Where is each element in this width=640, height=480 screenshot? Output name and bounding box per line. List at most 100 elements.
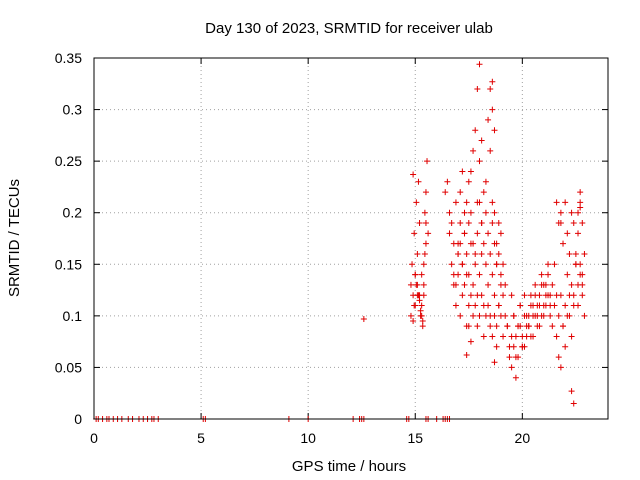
data-point — [495, 250, 502, 257]
data-point — [560, 323, 567, 330]
data-point — [570, 400, 577, 407]
data-point — [547, 312, 554, 319]
data-point — [467, 292, 474, 299]
data-point — [459, 261, 466, 268]
data-point — [480, 333, 487, 340]
data-point — [476, 61, 483, 68]
data-point — [577, 189, 584, 196]
data-point — [568, 388, 575, 395]
data-point — [457, 220, 464, 227]
data-point — [411, 230, 418, 237]
data-point — [579, 271, 586, 278]
data-point — [465, 220, 472, 227]
data-point — [459, 292, 466, 299]
data-point — [425, 230, 432, 237]
data-point — [470, 281, 477, 288]
data-point — [450, 240, 457, 247]
data-point — [581, 312, 588, 319]
data-point — [553, 199, 560, 206]
data-point — [485, 116, 492, 123]
data-point — [470, 240, 477, 247]
data-point — [491, 312, 498, 319]
data-point — [422, 189, 429, 196]
data-point — [410, 318, 417, 325]
data-point — [495, 302, 502, 309]
data-point — [461, 209, 468, 216]
plot-frame — [93, 57, 609, 420]
data-point — [568, 209, 575, 216]
data-point — [530, 302, 537, 309]
data-point — [568, 333, 575, 340]
data-point — [500, 292, 507, 299]
data-point — [420, 292, 427, 299]
data-point — [465, 302, 472, 309]
data-point — [562, 199, 569, 206]
data-point — [555, 220, 562, 227]
data-point — [525, 312, 532, 319]
data-point — [415, 178, 422, 185]
data-point — [360, 315, 367, 322]
data-point — [566, 292, 573, 299]
data-point — [532, 281, 539, 288]
data-point — [512, 333, 519, 340]
data-point — [564, 271, 571, 278]
data-point — [493, 261, 500, 268]
chart-title: Day 130 of 2023, SRMTID for receiver ula… — [205, 20, 493, 37]
data-point — [452, 199, 459, 206]
data-point — [500, 333, 507, 340]
x-tick-label: 5 — [197, 430, 205, 446]
data-point — [478, 292, 485, 299]
data-point — [424, 158, 431, 165]
x-axis-label: GPS time / hours — [292, 458, 406, 475]
data-point — [568, 281, 575, 288]
data-point — [411, 302, 418, 309]
data-point — [419, 318, 426, 325]
data-point — [419, 323, 426, 330]
data-point — [564, 230, 571, 237]
data-point — [536, 292, 543, 299]
data-point — [551, 261, 558, 268]
data-point — [510, 312, 517, 319]
data-point — [415, 292, 422, 299]
data-point — [463, 352, 470, 359]
x-tick-label: 10 — [300, 430, 316, 446]
data-point — [418, 312, 425, 319]
data-point — [575, 230, 582, 237]
data-point — [476, 271, 483, 278]
data-point — [470, 312, 477, 319]
data-point — [489, 271, 496, 278]
grid — [94, 58, 608, 419]
y-tick-label: 0 — [74, 411, 82, 427]
data-point — [517, 302, 524, 309]
data-point — [555, 312, 562, 319]
data-point — [450, 281, 457, 288]
data-point — [416, 297, 423, 304]
data-point — [572, 261, 579, 268]
data-point — [508, 292, 515, 299]
data-point — [497, 312, 504, 319]
data-point — [461, 230, 468, 237]
data-point — [545, 271, 552, 278]
data-point — [487, 85, 494, 92]
data-point — [577, 204, 584, 211]
data-point — [485, 281, 492, 288]
data-point — [455, 271, 462, 278]
data-point — [463, 199, 470, 206]
data-point — [417, 307, 424, 314]
data-point — [416, 220, 423, 227]
data-point — [457, 240, 464, 247]
y-tick-label: 0.2 — [63, 205, 83, 221]
data-point — [446, 209, 453, 216]
data-point — [421, 250, 428, 257]
data-point — [413, 199, 420, 206]
data-point — [448, 220, 455, 227]
data-point — [457, 312, 464, 319]
data-point — [491, 292, 498, 299]
data-point — [476, 158, 483, 165]
data-point — [564, 312, 571, 319]
y-tick-label: 0.35 — [55, 50, 82, 66]
x-tick-label: 20 — [515, 430, 531, 446]
data-points — [93, 61, 588, 422]
data-point — [538, 271, 545, 278]
data-point — [455, 250, 462, 257]
